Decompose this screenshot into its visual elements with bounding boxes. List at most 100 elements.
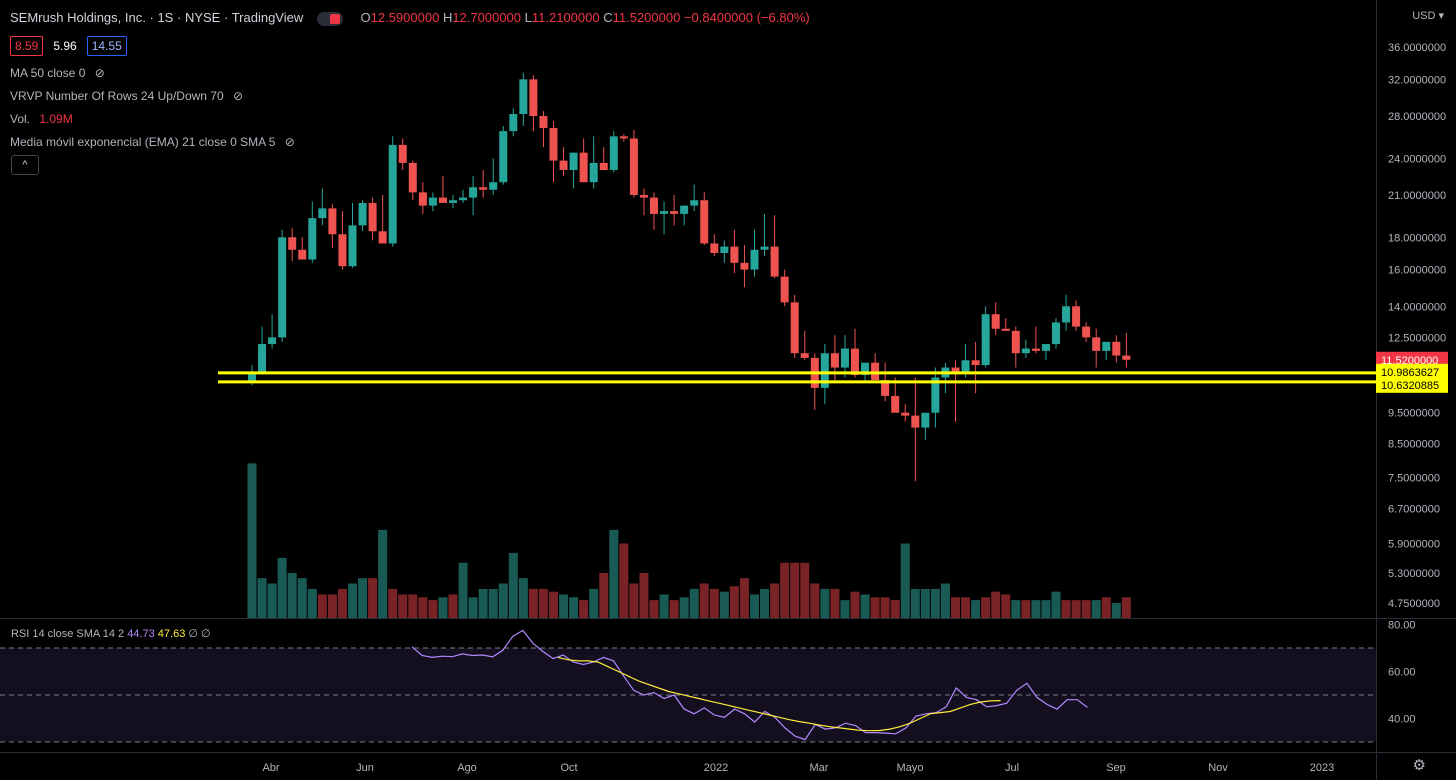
volume-bar <box>1051 591 1061 618</box>
volume-bar <box>619 543 629 618</box>
volume-bar <box>609 529 619 618</box>
volume-bar <box>337 588 347 618</box>
candle-body <box>1122 355 1131 360</box>
volume-bar <box>739 578 749 618</box>
indicator-vrvp[interactable]: VRVP Number Of Rows 24 Up/Down 70 ⊘ <box>10 89 243 103</box>
rsi-tick-label: 80.00 <box>1388 620 1416 632</box>
gear-icon[interactable]: ⚙ <box>1412 757 1426 774</box>
currency-label: USD <box>1412 10 1436 22</box>
price-tick-label: 7.5000000 <box>1388 473 1440 485</box>
sell-price-button[interactable]: 8.59 <box>10 36 44 56</box>
indicator-ma50[interactable]: MA 50 close 0 ⊘ <box>10 66 105 80</box>
rsi-extra-1: ∅ <box>188 628 198 640</box>
candle-body <box>469 187 478 198</box>
candle-body <box>639 194 648 198</box>
low-value: 11.2100000 <box>531 10 600 25</box>
volume-bar <box>478 588 488 618</box>
buy-price-button[interactable]: 14.55 <box>86 36 127 56</box>
volume-bar <box>820 588 830 618</box>
candle-body <box>800 353 809 358</box>
time-tick-label: Nov <box>1208 762 1228 774</box>
volume-bar <box>750 594 759 618</box>
volume-bar <box>1101 597 1111 618</box>
time-tick-label: Ago <box>457 762 477 774</box>
close-label: C <box>603 10 613 25</box>
volume-bar <box>1121 597 1131 618</box>
rsi-legend[interactable]: RSI 14 close SMA 14 2 44.73 47.63 ∅ ∅ <box>11 627 211 640</box>
rsi-pane: 80.00 60.00 40.00 <box>0 620 1416 743</box>
volume-bar <box>468 597 478 618</box>
candle-body <box>730 246 739 263</box>
interval-label: 1S <box>157 10 174 25</box>
price-tick-label: 16.0000000 <box>1388 265 1446 277</box>
volume-bar <box>1091 600 1101 618</box>
volume-bar <box>549 591 558 618</box>
volume-bar <box>438 597 448 618</box>
chart-header: SEMrush Holdings, Inc. · 1S · NYSE · Tra… <box>10 11 810 26</box>
volume-bar <box>850 591 860 618</box>
candle-body <box>750 249 759 270</box>
candle-body <box>1082 326 1091 338</box>
volume-bar <box>1041 600 1051 618</box>
volume-bar <box>448 594 458 618</box>
indicator-volume[interactable]: Vol. 1.09M <box>10 112 73 126</box>
volume-bar <box>599 572 609 618</box>
time-tick-label: Jul <box>1005 762 1019 774</box>
candle-body <box>318 208 327 219</box>
volume-bar <box>418 597 428 618</box>
price-tick-label: 32.0000000 <box>1388 74 1446 86</box>
candle-body <box>378 231 387 244</box>
candlesticks <box>248 72 1131 482</box>
candle-body <box>1041 344 1050 351</box>
volume-bar <box>860 594 870 618</box>
candle-body <box>438 197 447 203</box>
candle-body <box>589 162 598 183</box>
volume-bar <box>559 594 569 618</box>
candle-body <box>499 131 508 183</box>
candle-body <box>931 377 940 413</box>
collapse-legend-button[interactable]: ^ <box>11 155 39 175</box>
volume-bar <box>880 597 890 618</box>
candle-body <box>760 246 769 250</box>
candle-body <box>991 314 1000 329</box>
volume-bar <box>961 597 971 618</box>
volume-bar <box>378 529 388 618</box>
candle-body <box>368 202 377 232</box>
candle-body <box>1072 306 1081 327</box>
volume-bar <box>971 600 981 618</box>
candle-body <box>348 225 357 267</box>
indicator-ema[interactable]: Media móvil exponencial (EMA) 21 close 0… <box>10 135 295 149</box>
market-status-toggle[interactable] <box>316 11 343 26</box>
currency-selector[interactable]: USD ▾ <box>1412 10 1444 22</box>
volume-bar <box>307 588 317 618</box>
candle-body <box>881 380 890 396</box>
high-value: 12.7000000 <box>452 10 522 25</box>
candle-body <box>921 412 930 428</box>
eye-hidden-icon[interactable]: ⊘ <box>94 66 105 80</box>
candle-body <box>780 276 789 303</box>
volume-bar <box>699 583 709 618</box>
symbol-name: SEMrush Holdings, Inc. <box>10 10 146 25</box>
eye-hidden-icon[interactable]: ⊘ <box>233 89 244 103</box>
price-label-box <box>1376 376 1448 393</box>
candle-body <box>891 395 900 413</box>
rsi-sma-line <box>557 656 1001 732</box>
candle-body <box>690 200 699 206</box>
candle-body <box>509 114 518 132</box>
volume-bar <box>408 594 418 618</box>
volume-bar <box>729 586 739 618</box>
volume-bar <box>800 562 810 618</box>
candle-body <box>579 152 588 183</box>
horizontal-levels <box>218 371 1376 384</box>
candle-body <box>388 144 397 244</box>
volume-bar <box>981 597 991 618</box>
candle-body <box>559 160 568 170</box>
eye-hidden-icon[interactable]: ⊘ <box>284 135 295 149</box>
volume-bar <box>579 600 589 618</box>
rsi-value: 44.73 <box>127 628 155 640</box>
candle-body <box>398 144 407 163</box>
price-tick-label: 6.7000000 <box>1388 504 1440 516</box>
candle-body <box>770 246 779 277</box>
candle-body <box>549 128 558 161</box>
